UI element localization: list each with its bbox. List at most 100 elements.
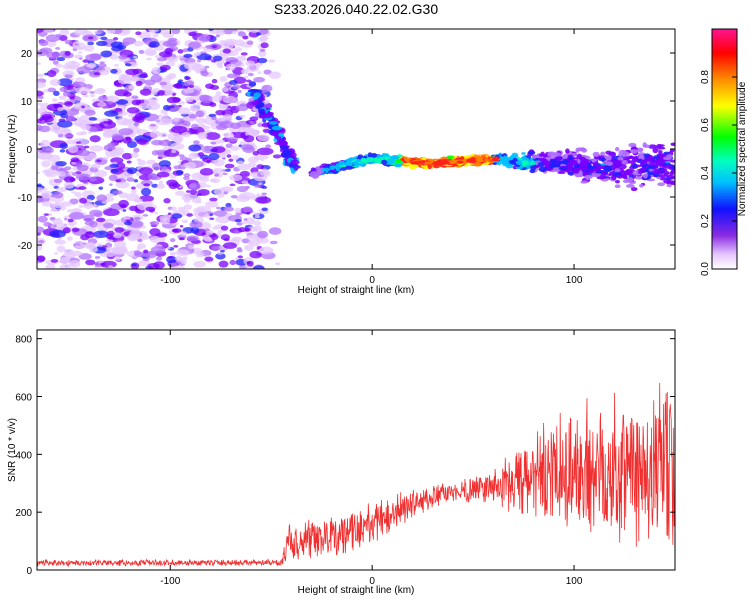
- line-blob: [340, 167, 347, 171]
- line-blob: [365, 157, 374, 163]
- noise-blob: [124, 63, 132, 67]
- x-tick-label: 0: [369, 576, 375, 587]
- line-blob: [666, 183, 672, 188]
- noise-blob: [59, 29, 70, 36]
- noise-blob: [158, 180, 164, 184]
- noise-blob: [214, 173, 220, 177]
- line-blob: [352, 160, 360, 167]
- noise-blob: [154, 211, 158, 215]
- noise-blob: [244, 231, 249, 235]
- noise-blob: [253, 220, 262, 226]
- noise-blob: [107, 101, 113, 105]
- noise-blob: [37, 102, 43, 106]
- noise-blob: [172, 97, 181, 103]
- noise-blob: [178, 79, 184, 83]
- noise-blob: [67, 209, 75, 213]
- line-blob: [522, 157, 529, 161]
- noise-blob: [254, 184, 261, 188]
- noise-blob: [216, 206, 221, 210]
- spectrogram-y-axis-label: Frequency (Hz): [7, 115, 18, 184]
- y-tick-label: 800: [15, 335, 32, 346]
- streak-blob: [248, 81, 257, 87]
- line-blob: [511, 152, 519, 158]
- colorbar-tick-label: 0.4: [700, 166, 711, 180]
- noise-blob: [67, 72, 73, 75]
- noise-blob: [260, 170, 269, 176]
- noise-blob: [138, 167, 153, 175]
- noise-blob: [225, 202, 232, 208]
- line-blob: [591, 172, 599, 178]
- line-blob: [359, 162, 366, 167]
- line-core: [442, 161, 450, 165]
- noise-blob: [55, 33, 62, 38]
- noise-blob: [225, 168, 231, 172]
- noise-blob: [111, 45, 124, 52]
- noise-blob: [53, 201, 65, 209]
- snr-y-ticks: 0 200 400 600 800: [15, 335, 675, 577]
- y-tick-label: 0: [26, 145, 32, 156]
- noise-blob: [234, 207, 242, 214]
- noise-blob: [63, 249, 75, 256]
- noise-blob: [183, 88, 195, 94]
- line-blob: [502, 155, 508, 161]
- noise-blob: [186, 190, 191, 193]
- noise-blob: [229, 183, 236, 187]
- line-blob: [582, 171, 588, 175]
- noise-blob: [67, 145, 79, 154]
- noise-blob: [164, 48, 174, 54]
- noise-blob: [98, 69, 110, 76]
- noise-blob: [188, 193, 198, 200]
- noise-blob: [58, 260, 62, 263]
- noise-blob: [148, 41, 160, 48]
- noise-blob: [219, 75, 228, 82]
- line-blob: [651, 156, 660, 160]
- noise-blob: [93, 212, 103, 218]
- noise-blob: [223, 191, 228, 195]
- noise-blob: [231, 236, 243, 242]
- noise-blob: [70, 157, 80, 163]
- spectrogram-x-ticks: -100 0 100: [160, 29, 583, 286]
- noise-blob: [42, 187, 48, 191]
- noise-blob: [181, 131, 191, 138]
- noise-blob: [189, 189, 198, 195]
- noise-blob: [88, 117, 98, 121]
- noise-blob: [72, 137, 90, 146]
- noise-blob: [148, 29, 160, 33]
- noise-blob: [80, 124, 92, 131]
- noise-blob: [81, 105, 86, 109]
- noise-blob: [116, 162, 126, 170]
- noise-blob: [98, 95, 108, 102]
- noise-blob: [171, 29, 181, 35]
- noise-blob: [215, 91, 222, 96]
- y-tick-label: 0: [26, 566, 32, 577]
- noise-blob: [205, 83, 215, 89]
- noise-blob: [210, 179, 217, 183]
- noise-blob: [88, 63, 93, 67]
- noise-blob: [133, 179, 139, 183]
- line-blob: [630, 149, 638, 154]
- line-blob: [664, 164, 673, 169]
- line-core: [410, 161, 418, 165]
- noise-blob: [140, 88, 152, 96]
- noise-blob: [98, 88, 106, 92]
- noise-blob: [48, 223, 53, 227]
- noise-blob: [138, 103, 150, 109]
- noise-blob: [155, 117, 173, 126]
- noise-blob: [250, 129, 260, 137]
- noise-blob: [248, 241, 254, 245]
- colorbar-ticks: 0.0 0.2 0.4 0.6 0.8: [700, 70, 737, 276]
- noise-blob: [184, 161, 197, 169]
- noise-blob: [37, 81, 46, 89]
- noise-blob: [100, 50, 113, 58]
- noise-blob: [180, 60, 186, 64]
- noise-blob: [44, 72, 49, 76]
- noise-blob: [76, 164, 89, 172]
- noise-blob: [210, 141, 217, 145]
- noise-blob: [133, 55, 138, 59]
- noise-blob: [174, 83, 183, 89]
- noise-blob: [223, 132, 235, 139]
- noise-blob: [57, 133, 64, 138]
- noise-blob: [128, 84, 135, 90]
- line-blob: [552, 166, 561, 172]
